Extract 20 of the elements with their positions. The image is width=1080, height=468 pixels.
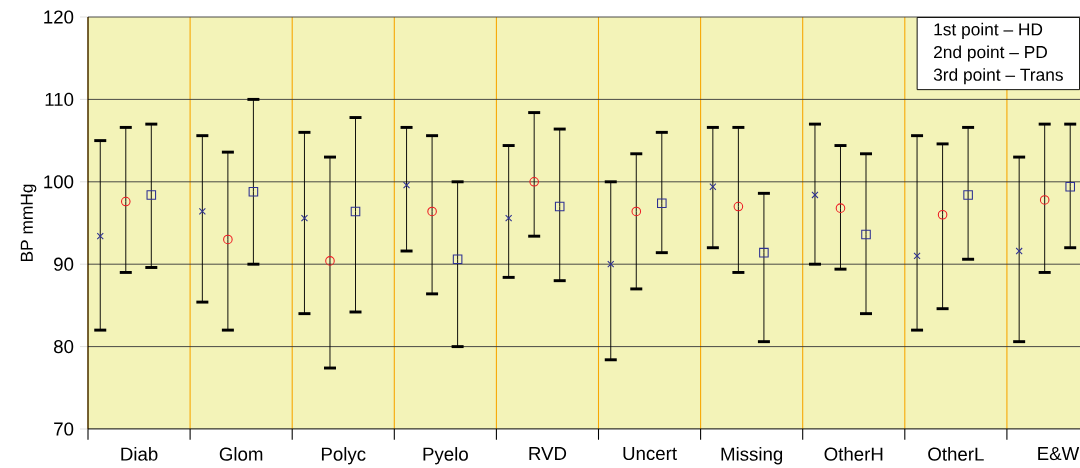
x-tick-label: Missing xyxy=(721,447,783,465)
x-tick-label: Pyelo xyxy=(423,447,468,465)
y-tick-label: 110 xyxy=(45,92,74,107)
y-tick-label: 100 xyxy=(44,175,74,189)
annotation: 3rd point – Trans xyxy=(933,68,1063,85)
x-tick-label: Polyc xyxy=(321,447,366,465)
y-axis-title: BP mmHg xyxy=(20,184,37,262)
y-tick-label: 80 xyxy=(54,339,74,354)
x-tick-label: Glom xyxy=(219,447,263,461)
x-tick-label: RVD xyxy=(529,447,567,460)
annotation: 1st point – HD xyxy=(934,22,1043,39)
x-tick-label: Diab xyxy=(121,447,158,461)
y-tick-label: 70 xyxy=(54,422,74,436)
x-tick-label: E&W xyxy=(1038,447,1080,461)
x-tick-label: Uncert xyxy=(623,447,677,461)
annotation: 2nd point – PD xyxy=(934,45,1047,62)
y-tick-label: 90 xyxy=(54,257,74,271)
x-tick-label: OtherL xyxy=(928,447,984,461)
x-tick-label: OtherH xyxy=(824,447,883,461)
y-tick-label: 120 xyxy=(44,10,74,24)
